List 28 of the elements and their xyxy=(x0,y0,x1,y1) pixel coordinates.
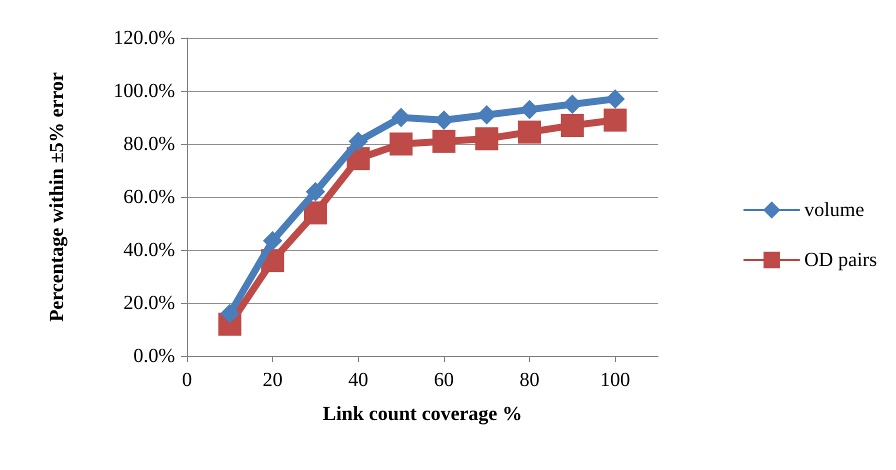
y-axis-title: Percentage within ±5% error xyxy=(46,72,68,322)
y-tick-label: 100.0% xyxy=(113,80,175,102)
x-axis-title: Link count coverage % xyxy=(322,403,522,425)
y-tick-label: 20.0% xyxy=(123,292,175,314)
legend-label: volume xyxy=(804,199,864,221)
point xyxy=(432,130,456,153)
x-tick-label: 60 xyxy=(434,369,454,391)
x-tick-label: 0 xyxy=(182,369,192,391)
point xyxy=(390,132,413,156)
x-tick-label: 80 xyxy=(520,369,540,391)
y-tick-label: 80.0% xyxy=(123,133,175,155)
legend-label: OD pairs xyxy=(804,249,878,271)
point xyxy=(560,114,584,137)
point xyxy=(263,231,282,250)
y-tick-label: 60.0% xyxy=(123,186,175,208)
point xyxy=(604,108,627,132)
x-tick-label: 20 xyxy=(262,369,283,391)
point xyxy=(304,201,327,224)
x-tick-label: 40 xyxy=(348,369,368,391)
point xyxy=(306,182,325,202)
point xyxy=(475,127,498,150)
point xyxy=(348,132,368,151)
point xyxy=(220,304,240,324)
y-tick-label: 0.0% xyxy=(133,345,175,367)
y-tick-label: 120.0% xyxy=(113,27,175,49)
x-tick-label: 100 xyxy=(600,369,630,391)
y-tick-label: 40.0% xyxy=(123,239,175,261)
point xyxy=(518,120,542,144)
